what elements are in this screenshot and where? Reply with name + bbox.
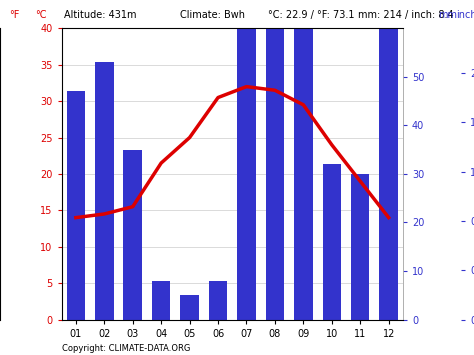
Bar xyxy=(152,281,170,320)
Bar xyxy=(209,281,227,320)
Bar xyxy=(66,92,85,320)
Text: °C: °C xyxy=(36,10,47,20)
Text: mm: mm xyxy=(438,10,457,20)
Bar xyxy=(322,164,341,320)
Text: mm: 214 / inch: 8.4: mm: 214 / inch: 8.4 xyxy=(358,10,454,20)
Bar xyxy=(95,62,113,320)
Text: °C: 22.9 / °F: 73.1: °C: 22.9 / °F: 73.1 xyxy=(268,10,354,20)
Bar xyxy=(265,0,284,320)
Bar xyxy=(123,150,142,320)
Text: Altitude: 431m: Altitude: 431m xyxy=(64,10,137,20)
Text: °F: °F xyxy=(9,10,20,20)
Bar xyxy=(294,0,312,320)
Text: Copyright: CLIMATE-DATA.ORG: Copyright: CLIMATE-DATA.ORG xyxy=(62,344,190,353)
Bar xyxy=(180,295,199,320)
Text: inch: inch xyxy=(456,10,474,20)
Bar xyxy=(379,0,398,320)
Text: Climate: Bwh: Climate: Bwh xyxy=(180,10,245,20)
Bar xyxy=(351,174,369,320)
Bar xyxy=(237,0,255,320)
